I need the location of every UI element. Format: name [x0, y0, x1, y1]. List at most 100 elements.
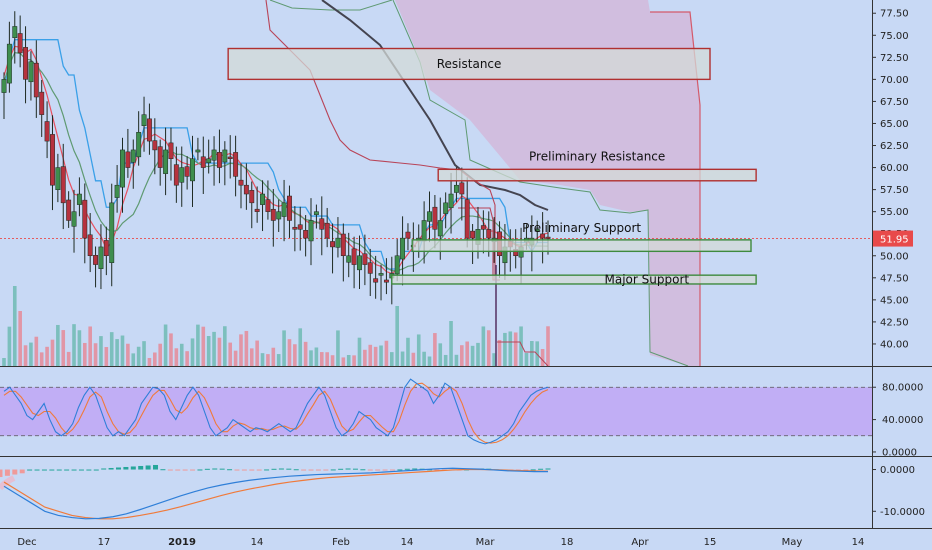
- candle[interactable]: [152, 140, 158, 151]
- candle[interactable]: [71, 211, 77, 227]
- candle[interactable]: [400, 237, 406, 260]
- candle[interactable]: [163, 149, 169, 174]
- candle[interactable]: [146, 118, 152, 142]
- stoch-k-line[interactable]: [3, 378, 549, 445]
- candle[interactable]: [93, 255, 99, 265]
- candle[interactable]: [82, 199, 88, 239]
- candle[interactable]: [125, 151, 131, 168]
- candle[interactable]: [470, 230, 476, 239]
- candle[interactable]: [184, 166, 190, 177]
- candle[interactable]: [448, 193, 454, 209]
- macd-panel[interactable]: 0.0000 -10.0000: [0, 464, 925, 520]
- candle[interactable]: [367, 262, 373, 274]
- candle[interactable]: [443, 202, 449, 214]
- candle[interactable]: [200, 156, 206, 168]
- candle[interactable]: [33, 62, 39, 98]
- candle[interactable]: [340, 233, 346, 257]
- candle[interactable]: [486, 229, 492, 239]
- candle[interactable]: [12, 26, 18, 39]
- candle[interactable]: [216, 152, 222, 168]
- candle[interactable]: [23, 47, 28, 80]
- candle[interactable]: [459, 182, 465, 195]
- candle[interactable]: [233, 152, 239, 177]
- candle[interactable]: [378, 273, 384, 276]
- candle[interactable]: [545, 236, 551, 239]
- stochastic-panel[interactable]: 80.0000 40.0000 0.0000: [0, 378, 923, 458]
- candle[interactable]: [39, 91, 45, 115]
- candle[interactable]: [287, 195, 292, 221]
- macd-line[interactable]: [3, 467, 548, 520]
- support-resistance-zones[interactable]: Resistance Preliminary Resistance Prelimin…: [227, 47, 757, 287]
- candle[interactable]: [319, 218, 325, 230]
- candle[interactable]: [281, 202, 287, 217]
- candle[interactable]: [351, 248, 357, 265]
- candle[interactable]: [330, 241, 336, 248]
- candle[interactable]: [260, 193, 265, 205]
- candle[interactable]: [383, 279, 389, 283]
- candle[interactable]: [76, 193, 82, 205]
- candle[interactable]: [50, 134, 55, 186]
- candle[interactable]: [270, 208, 276, 221]
- candle[interactable]: [120, 149, 125, 188]
- candle[interactable]: [276, 211, 282, 220]
- candle[interactable]: [405, 231, 411, 239]
- time-axis[interactable]: Dec 17 2019 14 Feb 14 Mar 18 Apr 15 May 14: [17, 537, 864, 548]
- price-axis[interactable]: 77.50 75.00 72.50 70.00 67.50 65.00 62.50 60.00…: [872, 9, 913, 351]
- candle[interactable]: [44, 121, 50, 142]
- candle[interactable]: [421, 220, 427, 242]
- candle[interactable]: [346, 255, 352, 263]
- candle[interactable]: [136, 132, 142, 158]
- candle[interactable]: [362, 253, 368, 265]
- zone-box[interactable]: [391, 274, 757, 285]
- candle[interactable]: [254, 208, 260, 212]
- zone-box[interactable]: [437, 168, 757, 182]
- candle[interactable]: [211, 149, 217, 161]
- candle[interactable]: [534, 229, 540, 232]
- candle[interactable]: [17, 33, 23, 54]
- candle[interactable]: [141, 114, 147, 126]
- candle[interactable]: [55, 167, 61, 190]
- candle[interactable]: [173, 164, 179, 186]
- candle[interactable]: [98, 246, 104, 269]
- candle[interactable]: [103, 240, 109, 257]
- candle[interactable]: [373, 278, 379, 283]
- candle[interactable]: [1, 79, 7, 93]
- candle[interactable]: [238, 179, 244, 186]
- candle[interactable]: [243, 184, 249, 195]
- candle[interactable]: [464, 199, 470, 239]
- candle[interactable]: [179, 167, 185, 183]
- candle[interactable]: [157, 146, 163, 168]
- candle[interactable]: [227, 156, 233, 159]
- candle[interactable]: [303, 230, 309, 239]
- candle[interactable]: [114, 184, 120, 198]
- candle[interactable]: [313, 211, 319, 215]
- candle[interactable]: [394, 255, 400, 275]
- candle[interactable]: [206, 158, 212, 163]
- candle[interactable]: [66, 199, 72, 221]
- candle[interactable]: [249, 190, 255, 204]
- candle[interactable]: [195, 149, 201, 153]
- candle[interactable]: [60, 166, 66, 204]
- candle[interactable]: [168, 142, 174, 159]
- candle[interactable]: [87, 234, 93, 257]
- candle[interactable]: [453, 184, 459, 193]
- candle[interactable]: [308, 220, 314, 242]
- candle[interactable]: [297, 224, 303, 230]
- candle[interactable]: [292, 226, 298, 230]
- candle[interactable]: [190, 158, 195, 182]
- zone-box[interactable]: [411, 239, 752, 253]
- candle[interactable]: [427, 211, 432, 222]
- candle[interactable]: [28, 61, 34, 83]
- zone-box[interactable]: [227, 47, 711, 81]
- candle[interactable]: [335, 237, 341, 248]
- candle[interactable]: [6, 43, 12, 84]
- candle[interactable]: [324, 222, 330, 239]
- candle[interactable]: [265, 199, 271, 212]
- candle[interactable]: [437, 220, 443, 237]
- candle[interactable]: [480, 225, 486, 230]
- candle[interactable]: [130, 149, 136, 163]
- candle[interactable]: [109, 202, 115, 263]
- candle[interactable]: [357, 255, 362, 271]
- candle[interactable]: [222, 149, 228, 163]
